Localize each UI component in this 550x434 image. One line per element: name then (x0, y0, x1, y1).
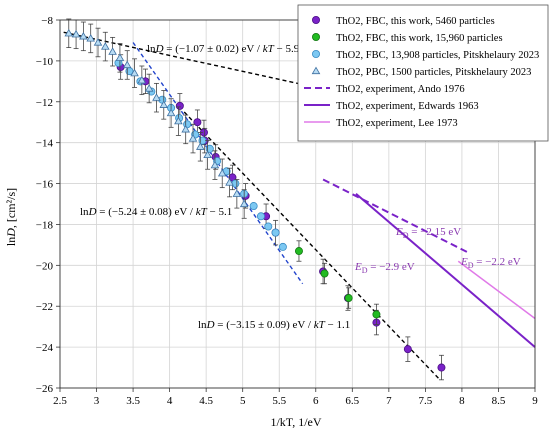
triangle-marker (108, 47, 117, 55)
triangle-marker (188, 134, 198, 142)
triangle-marker (137, 75, 147, 84)
legend-label: ThO2, experiment, Edwards 1963 (336, 101, 479, 112)
x-tick-label: 4.5 (199, 395, 213, 407)
x-tick-label: 8 (459, 395, 465, 407)
triangle-marker (64, 28, 74, 37)
circle-marker (249, 202, 258, 211)
legend-label: ThO2, FBC, this work, 5460 particles (336, 16, 495, 27)
fit3-equation: lnD = (−3.15 ± 0.09) eV / kT − 1.1 (198, 319, 350, 331)
ed-lee-label: ED = −2.2 eV (460, 256, 521, 270)
data-points (64, 18, 446, 381)
triangle-marker (71, 29, 81, 38)
y-tick-label: −8 (41, 15, 53, 27)
triangle-marker (210, 160, 220, 169)
experiment-line (457, 260, 536, 320)
experiment-line (322, 178, 470, 254)
y-axis-label: lnD, [cm²/s] (4, 188, 18, 246)
tick-labels: 2.5 3 3.5 4 4.5 5 5.5 6 6.5 7 7.5 8 8.5 9 −8 −10 −12 −14 −… (36, 15, 538, 407)
x-tick-label: 5 (240, 395, 246, 407)
x-tick-label: 3 (94, 395, 100, 407)
y-tick-label: −18 (36, 219, 54, 231)
fit2-equation: lnD = (−5.24 ± 0.08) eV / kT − 5.1 (80, 206, 232, 218)
y-tick-label: −24 (36, 342, 54, 354)
triangle-marker (239, 199, 249, 208)
legend-label: ThO2, FBC, 13,908 particles, Pitskhelaur… (336, 50, 539, 61)
circle-marker (231, 179, 240, 188)
y-tick-label: −10 (36, 56, 54, 68)
legend-label: ThO2, PBC, 1500 particles, Pitskhelaury … (336, 67, 531, 78)
circle-marker (311, 33, 320, 42)
legend-label: ThO2, experiment, Lee 1973 (336, 118, 458, 129)
fit-line (63, 31, 331, 92)
x-tick-label: 6.5 (345, 395, 359, 407)
triangle-marker (79, 31, 88, 40)
experiment-line (355, 193, 536, 348)
fit-line (183, 111, 441, 381)
triangle-marker (196, 142, 205, 150)
triangle-marker (122, 60, 132, 69)
x-tick-label: 8.5 (492, 395, 506, 407)
triangle-marker (130, 68, 139, 77)
circle-marker (183, 120, 192, 129)
fit1-equation: lnD = (−1.07 ± 0.02) eV / kT − 5.9 (147, 43, 300, 55)
y-tick-label: −16 (36, 179, 54, 191)
legend-label: ThO2, FBC, this work, 15,960 particles (336, 33, 503, 44)
y-tick-label: −26 (36, 383, 54, 395)
triangle-marker (101, 42, 110, 50)
triangle-marker (86, 33, 95, 42)
circle-marker (278, 242, 287, 251)
circle-marker (311, 15, 320, 24)
x-tick-label: 2.5 (53, 395, 67, 407)
triangle-marker (144, 84, 154, 92)
triangle-marker (217, 168, 227, 177)
x-tick-label: 7.5 (419, 395, 433, 407)
legend: ThO2, FBC, this work, 5460 particles ThO2… (297, 4, 549, 142)
plot-frame (59, 19, 536, 389)
circle-marker (294, 247, 303, 256)
ed-edwards-label: ED = −2.9 eV (354, 261, 415, 275)
circle-marker (320, 269, 329, 278)
x-tick-label: 6 (313, 395, 319, 407)
x-tick-label: 9 (532, 395, 538, 407)
triangle-marker (181, 124, 190, 133)
legend-box (297, 4, 549, 142)
y-tick-label: −14 (36, 138, 54, 150)
y-tick-label: −20 (36, 260, 54, 272)
circle-marker (344, 294, 353, 303)
x-tick-label: 7 (386, 395, 392, 407)
ed-ando-label: ED = −2.15 eV (395, 226, 461, 240)
y-tick-label: −22 (36, 301, 53, 313)
circle-marker (311, 50, 320, 59)
legend-label: ThO2, experiment, Ando 1976 (336, 84, 465, 95)
triangle-marker (174, 116, 183, 125)
experiment-lines (322, 178, 536, 348)
triangle-marker (232, 189, 242, 197)
circle-marker (193, 118, 202, 127)
fit-annotations: lnD = (−1.07 ± 0.02) eV / kT − 5.9 lnD =… (80, 43, 350, 331)
activation-energy-annotations: ED = −2.15 eV ED = −2.9 eV ED = −2.2 eV (354, 226, 521, 275)
circle-marker (256, 212, 265, 221)
triangle-marker (93, 38, 103, 46)
triangle-marker (166, 108, 176, 117)
circle-marker (175, 101, 184, 110)
y-tick-label: −12 (36, 97, 53, 109)
circle-marker (372, 310, 381, 319)
circle-marker (437, 363, 446, 372)
x-axis-label: 1/kT, 1/eV (270, 415, 321, 429)
triangle-marker (159, 100, 169, 108)
x-tick-label: 5.5 (272, 395, 286, 407)
triangle-marker (115, 53, 125, 61)
x-tick-label: 4 (167, 395, 173, 407)
axes (56, 19, 536, 392)
triangle-marker (225, 178, 234, 186)
triangle-marker (152, 93, 161, 101)
triangle-marker (311, 66, 321, 75)
circle-marker (403, 345, 412, 354)
triangle-marker (203, 150, 212, 159)
circle-marker (271, 228, 280, 237)
x-tick-label: 3.5 (126, 395, 140, 407)
circle-marker (264, 222, 273, 231)
